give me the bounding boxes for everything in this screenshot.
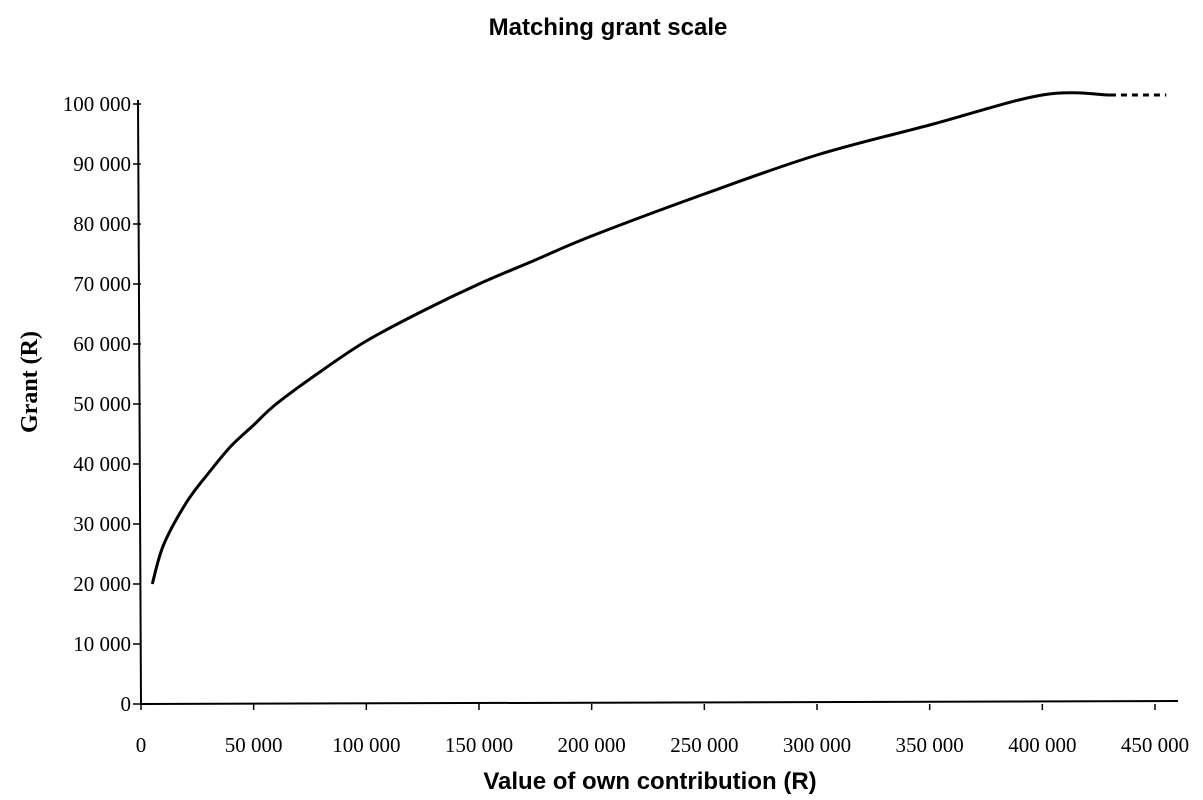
x-tick-label: 200 000	[558, 733, 626, 757]
x-tick-label: 250 000	[670, 733, 738, 757]
y-tick-label: 100 000	[63, 92, 131, 116]
x-tick-label: 100 000	[332, 733, 400, 757]
x-tick-label: 350 000	[896, 733, 964, 757]
x-axis: 0 50 000 100 000 150 000 200 000 250 000 300 0…	[136, 700, 1189, 757]
y-tick-label: 40 000	[73, 452, 131, 476]
series-group	[150, 91, 1167, 585]
y-axis: 0 10 000 20 000 30 000 40 000 50 000 60 000 70 …	[63, 92, 142, 716]
y-tick-label: 10 000	[73, 632, 131, 656]
y-tick-label: 20 000	[73, 572, 131, 596]
x-tick-label: 450 000	[1121, 733, 1189, 757]
x-tick-label: 50 000	[225, 733, 283, 757]
y-tick-label: 70 000	[73, 272, 131, 296]
y-tick-label: 50 000	[73, 392, 131, 416]
x-tick-label: 400 000	[1008, 733, 1076, 757]
y-tick-label: 80 000	[73, 212, 131, 236]
x-tick-label: 150 000	[445, 733, 513, 757]
y-axis-line	[137, 99, 142, 705]
x-axis-line	[140, 700, 1179, 705]
y-tick-label: 60 000	[73, 332, 131, 356]
x-axis-label: Value of own contribution (R)	[483, 768, 816, 795]
y-tick-label: 90 000	[73, 152, 131, 176]
x-tick-label: 300 000	[783, 733, 851, 757]
x-tick-label: 0	[136, 733, 147, 757]
y-axis-label: Grant (R)	[17, 331, 43, 433]
y-tick-label: 0	[121, 692, 132, 716]
chart-title: Matching grant scale	[489, 14, 728, 41]
grant-curve-line	[150, 91, 1110, 585]
y-tick-label: 30 000	[73, 512, 131, 536]
